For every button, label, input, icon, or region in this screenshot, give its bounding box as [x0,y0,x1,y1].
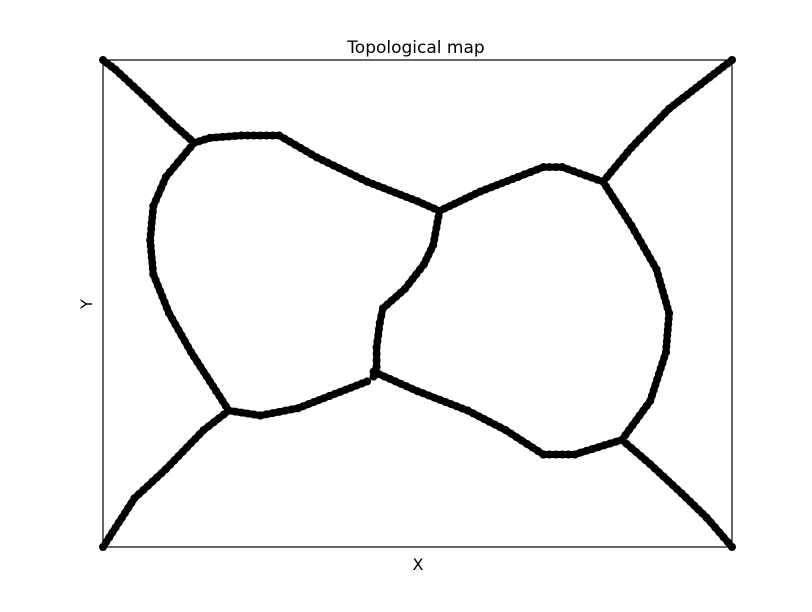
path-point [250,131,258,140]
path-point [256,411,265,420]
path-point [375,319,384,327]
path-point [287,405,296,414]
path-point [545,163,554,172]
path-point [533,165,541,174]
path-point [205,133,214,142]
x-axis-label: X [413,555,424,574]
path-point [373,337,382,346]
path-point [231,132,240,140]
path-point [250,410,258,419]
path-point [520,170,529,179]
path-point [268,409,277,418]
path-point [262,131,271,140]
path-point [545,450,554,459]
path-point [256,131,265,140]
path-point [378,304,387,313]
path-point [375,325,383,334]
path-point [728,543,736,551]
path-point [243,409,252,418]
path-point [363,377,372,386]
path-point [237,131,246,140]
path-point [558,450,567,459]
path-point [268,131,277,140]
topology-path-10 [369,368,626,458]
chart-title: Topological map [346,38,484,58]
path-point [275,407,284,416]
path-point [539,450,548,459]
path-point [372,343,381,352]
path-point [281,406,290,415]
path-point [372,356,381,365]
path-point [262,410,271,419]
path-point [377,311,386,320]
path-point [564,450,573,459]
path-point [551,450,560,459]
path-point [551,163,560,172]
path-point [231,407,240,416]
path-point [374,331,383,340]
y-axis-label: Y [77,299,96,310]
path-point [237,408,246,417]
path-point [539,163,548,172]
topology-path-6 [369,207,444,381]
plot-frame [102,59,733,548]
path-point [372,349,381,358]
path-point [218,132,227,141]
path-point [526,168,535,176]
path-point [224,132,233,141]
topology-paths [99,56,736,551]
path-point [243,131,252,140]
topology-path-5 [99,407,233,551]
path-point [728,56,736,64]
path-point [99,543,107,551]
path-point [514,172,523,181]
topology-path-9 [599,178,673,444]
path-point [212,133,221,142]
